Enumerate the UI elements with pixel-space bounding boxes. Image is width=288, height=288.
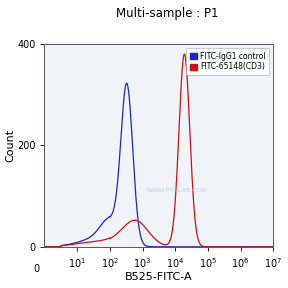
- Text: 0: 0: [33, 264, 39, 274]
- Text: Multi-sample : P1: Multi-sample : P1: [116, 7, 218, 20]
- Legend: FITC-IgG1 control, FITC-65148(CD3): FITC-IgG1 control, FITC-65148(CD3): [186, 48, 270, 75]
- X-axis label: B525-FITC-A: B525-FITC-A: [125, 272, 193, 283]
- Y-axis label: Count: Count: [5, 129, 16, 162]
- Text: WWW.PTGLAB.COM: WWW.PTGLAB.COM: [147, 187, 208, 193]
